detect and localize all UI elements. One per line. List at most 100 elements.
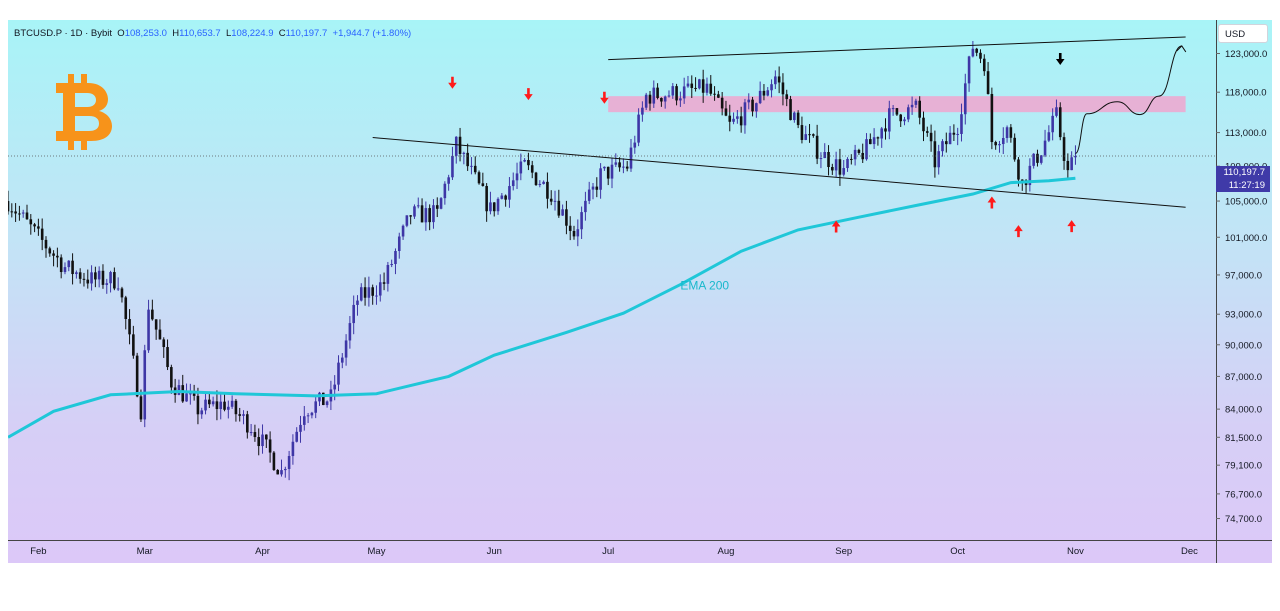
candle-body-7 xyxy=(29,219,33,225)
candle-body-11 xyxy=(44,239,48,249)
x-tick-label-1: Mar xyxy=(137,546,153,557)
candle-body-29 xyxy=(113,272,116,289)
candle-body-173 xyxy=(660,97,663,102)
candle-body-3 xyxy=(14,211,17,214)
candle-body-174 xyxy=(663,96,667,102)
symbol-legend: BTCUSD.P · 1D · Bybit O108,253.0 H110,65… xyxy=(14,28,411,39)
candle-body-280 xyxy=(1066,160,1070,171)
candle-body-153 xyxy=(584,200,587,213)
candle-body-172 xyxy=(656,87,659,98)
candle-body-70 xyxy=(268,439,272,453)
low-value: 108,224.9 xyxy=(231,28,274,39)
candle-body-201 xyxy=(766,90,770,96)
price-chart[interactable]: EMA 200123,000.0118,000.0113,000.0109,00… xyxy=(8,20,1272,563)
high-value: 110,653.7 xyxy=(179,28,221,39)
candle-body-152 xyxy=(580,212,583,230)
candle-body-229 xyxy=(872,137,876,145)
candle-body-196 xyxy=(747,99,751,103)
candle-body-57 xyxy=(219,401,223,410)
candle-body-42 xyxy=(162,339,166,348)
candle-body-9 xyxy=(37,226,40,229)
candle-body-181 xyxy=(690,83,694,88)
candle-body-184 xyxy=(701,79,705,93)
candle-body-277 xyxy=(1055,107,1058,116)
candle-body-150 xyxy=(572,230,576,237)
candle-body-85 xyxy=(325,401,329,406)
chart-area[interactable]: EMA 200123,000.0118,000.0113,000.0109,00… xyxy=(8,20,1272,563)
y-tick-label-5: 101,000.0 xyxy=(1225,233,1267,244)
candle-body-246 xyxy=(937,151,940,168)
candle-body-183 xyxy=(698,79,701,89)
candle-body-216 xyxy=(823,152,827,159)
candle-body-195 xyxy=(743,102,747,126)
candle-body-236 xyxy=(899,114,903,122)
candle-body-265 xyxy=(1009,127,1013,138)
candle-body-145 xyxy=(553,200,557,202)
candle-body-79 xyxy=(303,416,306,425)
candle-body-274 xyxy=(1043,140,1047,156)
candle-body-157 xyxy=(599,168,602,190)
candle-body-1 xyxy=(8,201,10,212)
candle-body-261 xyxy=(994,142,997,146)
candle-body-167 xyxy=(637,114,640,143)
candle-body-257 xyxy=(979,52,982,59)
candle-body-253 xyxy=(963,83,967,115)
candle-body-207 xyxy=(789,99,792,121)
candle-body-105 xyxy=(401,225,405,237)
candle-body-160 xyxy=(610,164,614,179)
candle-body-76 xyxy=(291,441,295,457)
y-tick-label-1: 118,000.0 xyxy=(1225,88,1267,99)
y-tick-label-14: 74,700.0 xyxy=(1225,514,1262,525)
candle-body-108 xyxy=(413,206,416,217)
candle-body-278 xyxy=(1058,107,1062,138)
ema-200-label: EMA 200 xyxy=(680,278,729,292)
candle-body-169 xyxy=(644,94,648,108)
candle-body-156 xyxy=(595,186,599,190)
candle-body-242 xyxy=(922,117,925,132)
candle-body-214 xyxy=(815,135,819,159)
candle-body-221 xyxy=(842,168,846,175)
candle-body-139 xyxy=(530,165,534,173)
candle-body-12 xyxy=(48,248,52,254)
candle-body-191 xyxy=(728,115,732,122)
marker-down-0 xyxy=(448,76,457,89)
currency-button[interactable]: USD xyxy=(1218,24,1268,43)
candle-body-220 xyxy=(838,159,842,175)
projection-arrowhead xyxy=(1176,45,1187,53)
candle-body-165 xyxy=(629,147,633,169)
candle-body-182 xyxy=(694,87,697,89)
candle-body-197 xyxy=(751,99,754,112)
candle-body-180 xyxy=(686,83,690,87)
candle-body-106 xyxy=(405,215,409,226)
candle-body-206 xyxy=(785,94,789,100)
candle-body-163 xyxy=(622,166,625,168)
candle-body-25 xyxy=(97,270,101,280)
x-tick-label-2: Apr xyxy=(255,546,270,557)
x-tick-label-0: Feb xyxy=(30,546,46,557)
candle-body-62 xyxy=(238,414,242,416)
candle-body-52 xyxy=(200,410,204,415)
y-tick-label-8: 90,000.0 xyxy=(1225,340,1262,351)
candle-body-102 xyxy=(390,264,393,266)
candle-body-258 xyxy=(982,58,986,72)
candle-body-249 xyxy=(948,132,952,145)
candle-body-228 xyxy=(869,139,872,145)
y-tick-label-4: 105,000.0 xyxy=(1225,197,1267,208)
candle-body-267 xyxy=(1017,159,1020,180)
marker-down-2 xyxy=(600,91,609,104)
candle-body-146 xyxy=(557,200,561,216)
candle-body-99 xyxy=(378,282,382,296)
candle-body-82 xyxy=(314,401,317,413)
candle-body-243 xyxy=(925,131,929,133)
candle-body-74 xyxy=(284,468,287,471)
y-tick-label-2: 113,000.0 xyxy=(1225,128,1267,139)
candle-body-94 xyxy=(359,287,363,301)
candle-body-48 xyxy=(185,393,188,402)
marker-up-4 xyxy=(987,196,997,209)
candle-body-213 xyxy=(812,134,815,136)
candle-body-138 xyxy=(527,159,530,166)
candle-body-186 xyxy=(709,83,713,94)
candle-body-22 xyxy=(86,279,90,284)
marker-down-1 xyxy=(524,88,533,101)
candle-body-192 xyxy=(732,118,735,122)
